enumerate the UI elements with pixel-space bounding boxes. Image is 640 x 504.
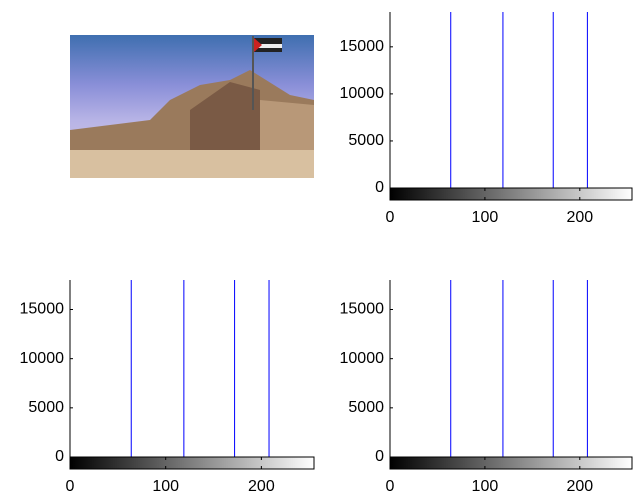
x-tick-label: 0	[386, 478, 395, 495]
figure: 0500010000150000100200050001000015000010…	[0, 0, 640, 499]
x-tick-label: 0	[66, 478, 75, 495]
y-tick-label: 0	[55, 448, 64, 465]
x-tick-label: 100	[152, 478, 179, 495]
y-tick-label: 10000	[340, 350, 385, 367]
colorbar	[390, 457, 632, 469]
y-tick-label: 15000	[340, 301, 385, 318]
y-tick-label: 0	[375, 448, 384, 465]
x-tick-label: 200	[248, 478, 275, 495]
x-tick-label: 100	[472, 209, 499, 226]
y-tick-label: 5000	[28, 399, 64, 416]
x-tick-label: 100	[472, 478, 499, 495]
y-tick-label: 5000	[348, 399, 384, 416]
y-tick-label: 15000	[20, 301, 65, 318]
x-tick-label: 200	[566, 209, 593, 226]
y-tick-label: 10000	[20, 350, 65, 367]
y-tick-label: 10000	[340, 85, 385, 102]
y-tick-label: 5000	[348, 132, 384, 149]
photo	[70, 35, 314, 178]
y-tick-label: 0	[375, 179, 384, 196]
x-tick-label: 200	[566, 478, 593, 495]
y-tick-label: 15000	[340, 38, 385, 55]
colorbar	[70, 457, 314, 469]
x-tick-label: 0	[386, 209, 395, 226]
colorbar	[390, 188, 632, 200]
